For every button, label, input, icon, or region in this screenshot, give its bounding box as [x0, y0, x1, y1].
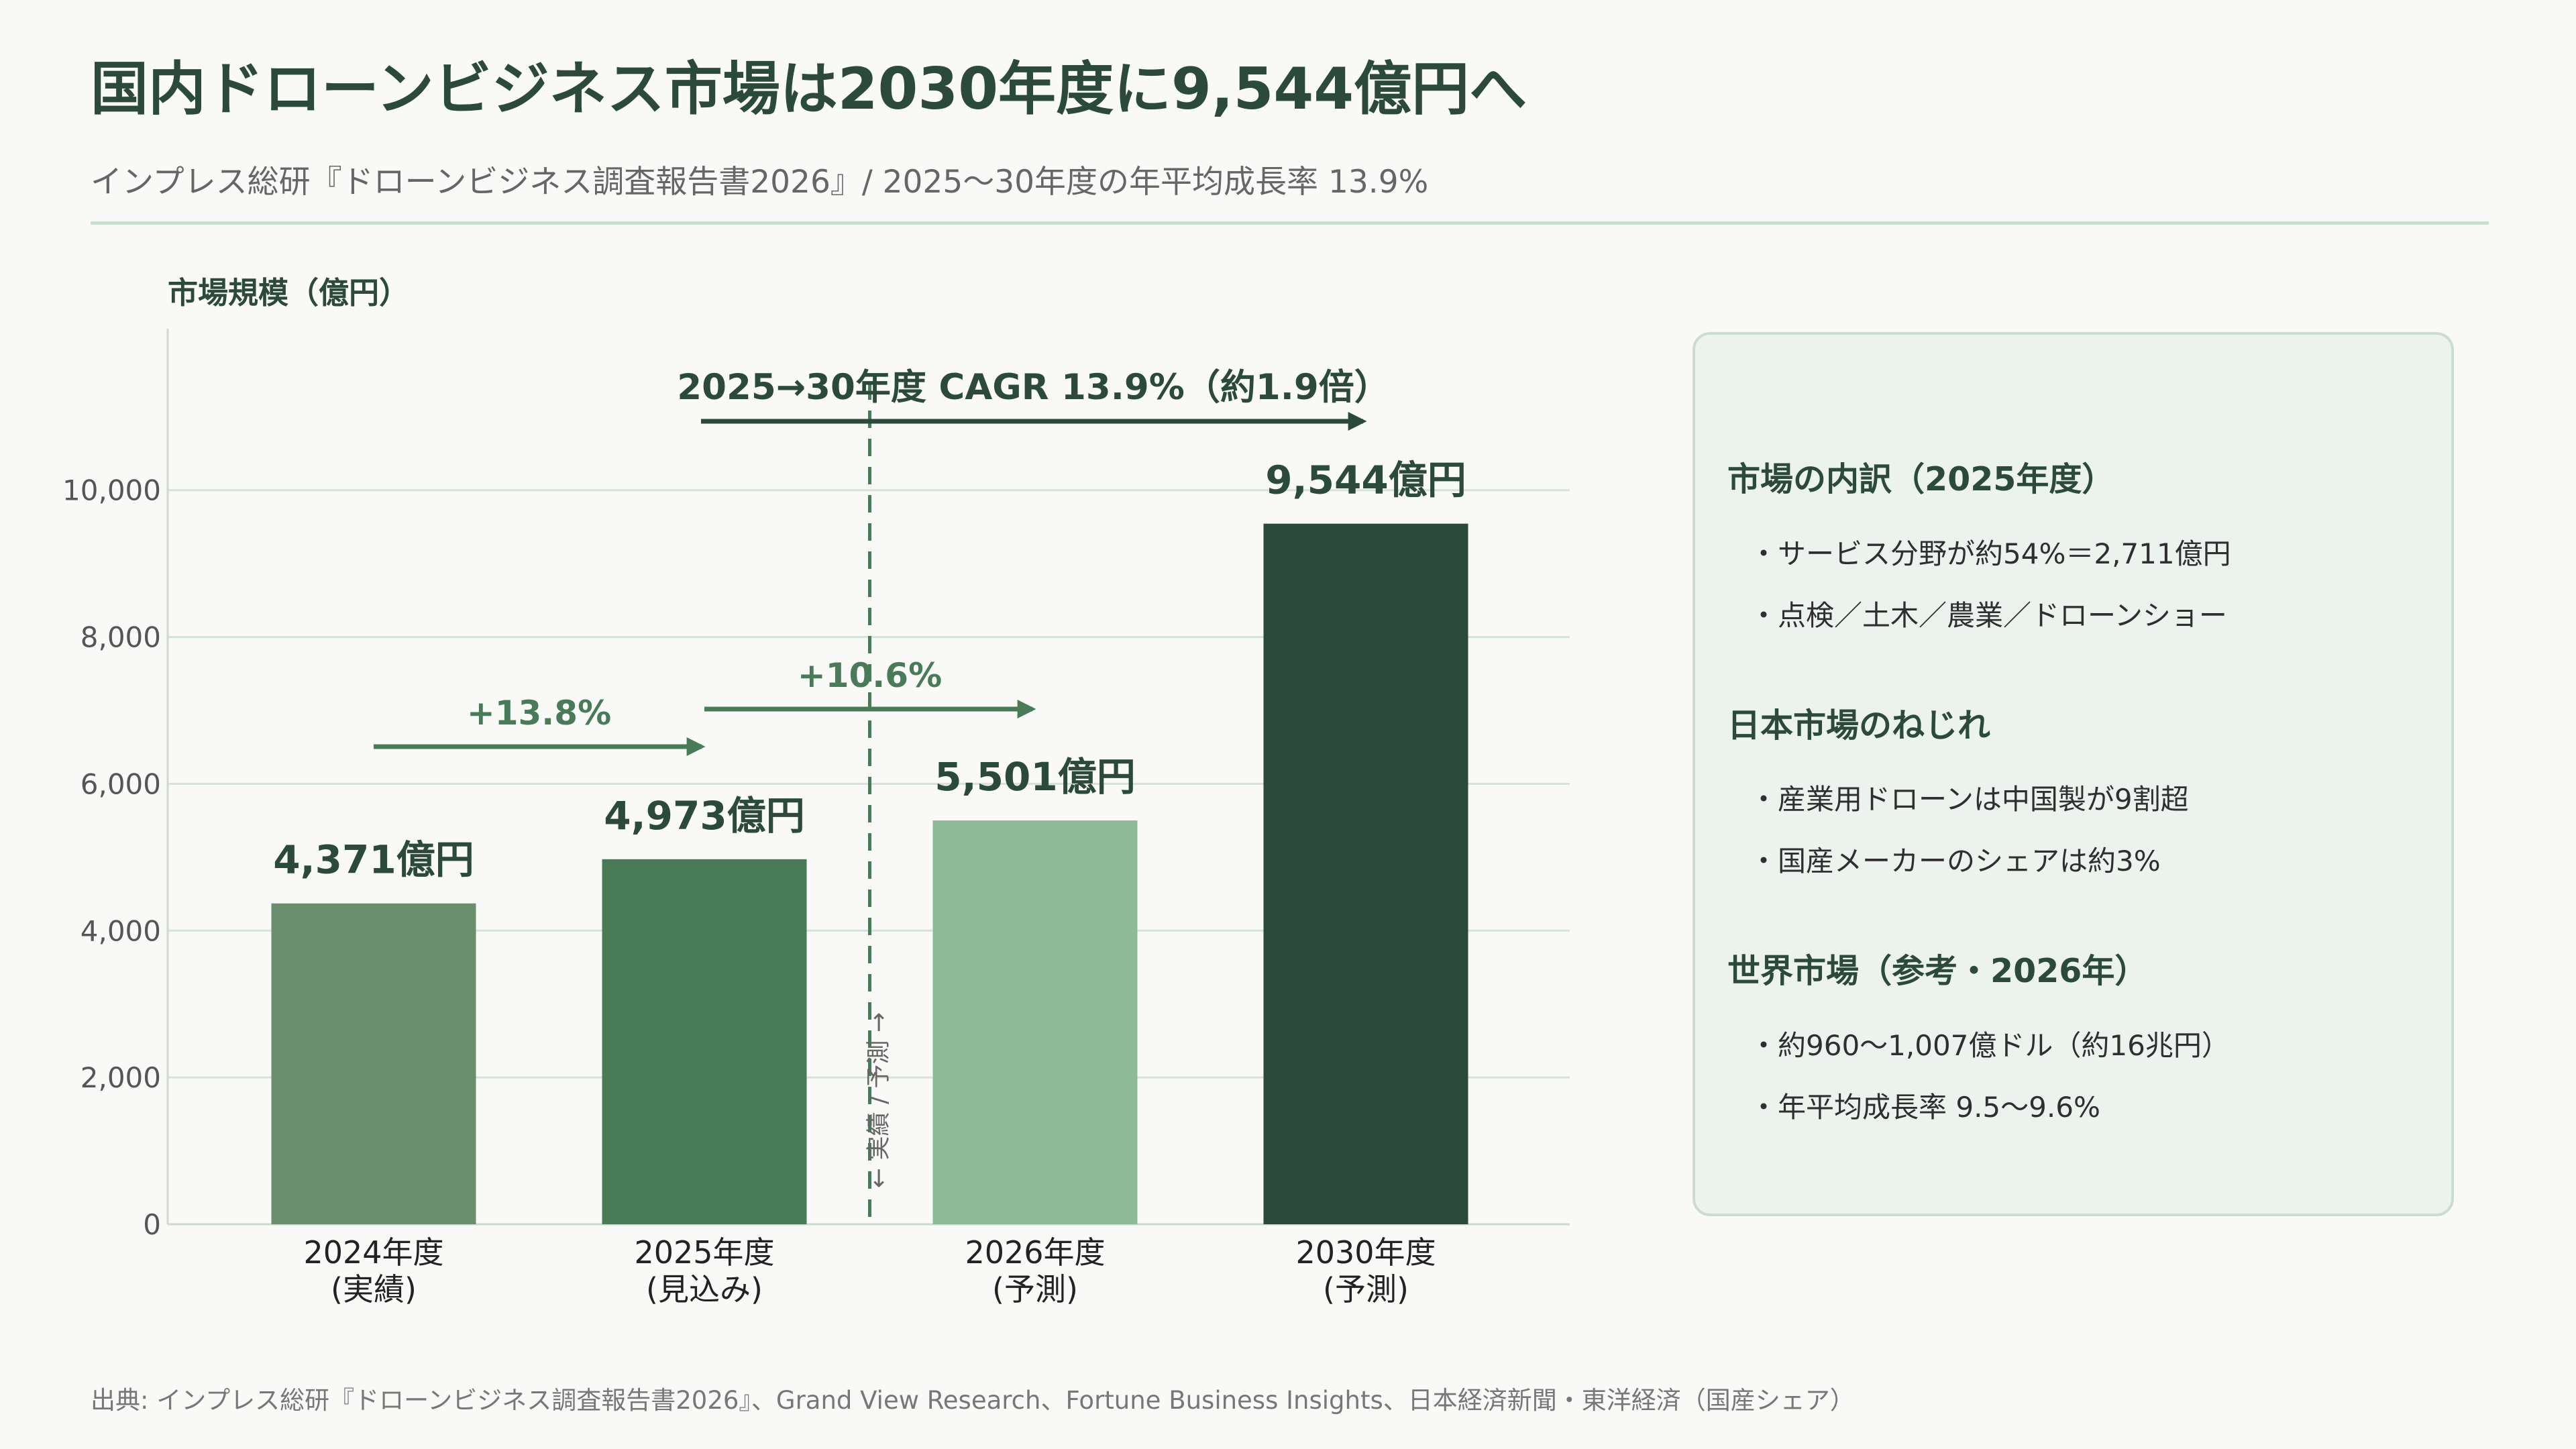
panel-item: ・約960〜1,007億ドル（約16兆円）: [1750, 1029, 2230, 1062]
bar-value-label: 4,371億円: [273, 837, 474, 883]
x-tick-sublabel: (予測): [992, 1271, 1078, 1307]
header-divider: [91, 221, 2489, 225]
info-panel: [1693, 332, 2454, 1216]
bar-value-label: 4,973億円: [604, 793, 804, 839]
y-axis-title: 市場規模（億円）: [168, 275, 410, 311]
bar-value-label: 9,544億円: [1265, 458, 1466, 503]
bar: [932, 820, 1138, 1224]
x-tick-sublabel: (見込み): [646, 1271, 763, 1307]
x-tick-sublabel: (予測): [1323, 1271, 1409, 1307]
panel-item: ・点検／土木／農業／ドローンショー: [1750, 599, 2227, 632]
y-tick-label: 0: [143, 1208, 161, 1241]
x-tick-label: 2025年度: [634, 1234, 774, 1271]
bar-value-label: 5,501億円: [934, 754, 1135, 800]
panel-item: ・年平均成長率 9.5〜9.6%: [1750, 1091, 2100, 1124]
cagr-label: 2025→30年度 CAGR 13.9%（約1.9倍）: [677, 367, 1390, 408]
x-tick-label: 2026年度: [965, 1234, 1105, 1271]
x-tick-sublabel: (実績): [331, 1271, 417, 1307]
panel-heading-world: 世界市場（参考・2026年）: [1727, 952, 2148, 990]
y-tick-label: 6,000: [80, 767, 161, 800]
panel-heading-breakdown: 市場の内訳（2025年度）: [1727, 460, 2115, 498]
x-tick-label: 2024年度: [303, 1234, 443, 1271]
page-title: 国内ドローンビジネス市場は2030年度に9,544億円へ: [91, 56, 1527, 123]
page-subtitle: インプレス総研『ドローンビジネス調査報告書2026』/ 2025〜30年度の年平…: [91, 164, 1429, 201]
panel-item: ・サービス分野が約54%＝2,711億円: [1750, 537, 2231, 570]
source-note: 出典: インプレス総研『ドローンビジネス調査報告書2026』、Grand Vie…: [91, 1386, 1855, 1415]
divider-label: ← 実績 / 予測 →: [865, 1012, 893, 1188]
panel-item: ・国産メーカーのシェアは約3%: [1750, 845, 2161, 877]
growth-label: +10.6%: [798, 656, 942, 695]
panel-heading-japan: 日本市場のねじれ: [1727, 706, 1991, 745]
y-tick-label: 8,000: [80, 621, 161, 654]
y-tick-label: 4,000: [80, 914, 161, 947]
bar: [271, 903, 476, 1224]
y-tick-label: 2,000: [80, 1061, 161, 1094]
market-size-bar-chart: 0 2,000 4,000 6,000 8,000 10,000 4,371億円 2024年度…: [62, 329, 1570, 1307]
x-tick-label: 2030年度: [1295, 1234, 1436, 1271]
bar: [602, 859, 807, 1224]
y-tick-label: 10,000: [62, 474, 161, 507]
panel-item: ・産業用ドローンは中国製が9割超: [1750, 783, 2189, 816]
growth-label: +13.8%: [467, 694, 611, 733]
bar: [1263, 523, 1468, 1225]
